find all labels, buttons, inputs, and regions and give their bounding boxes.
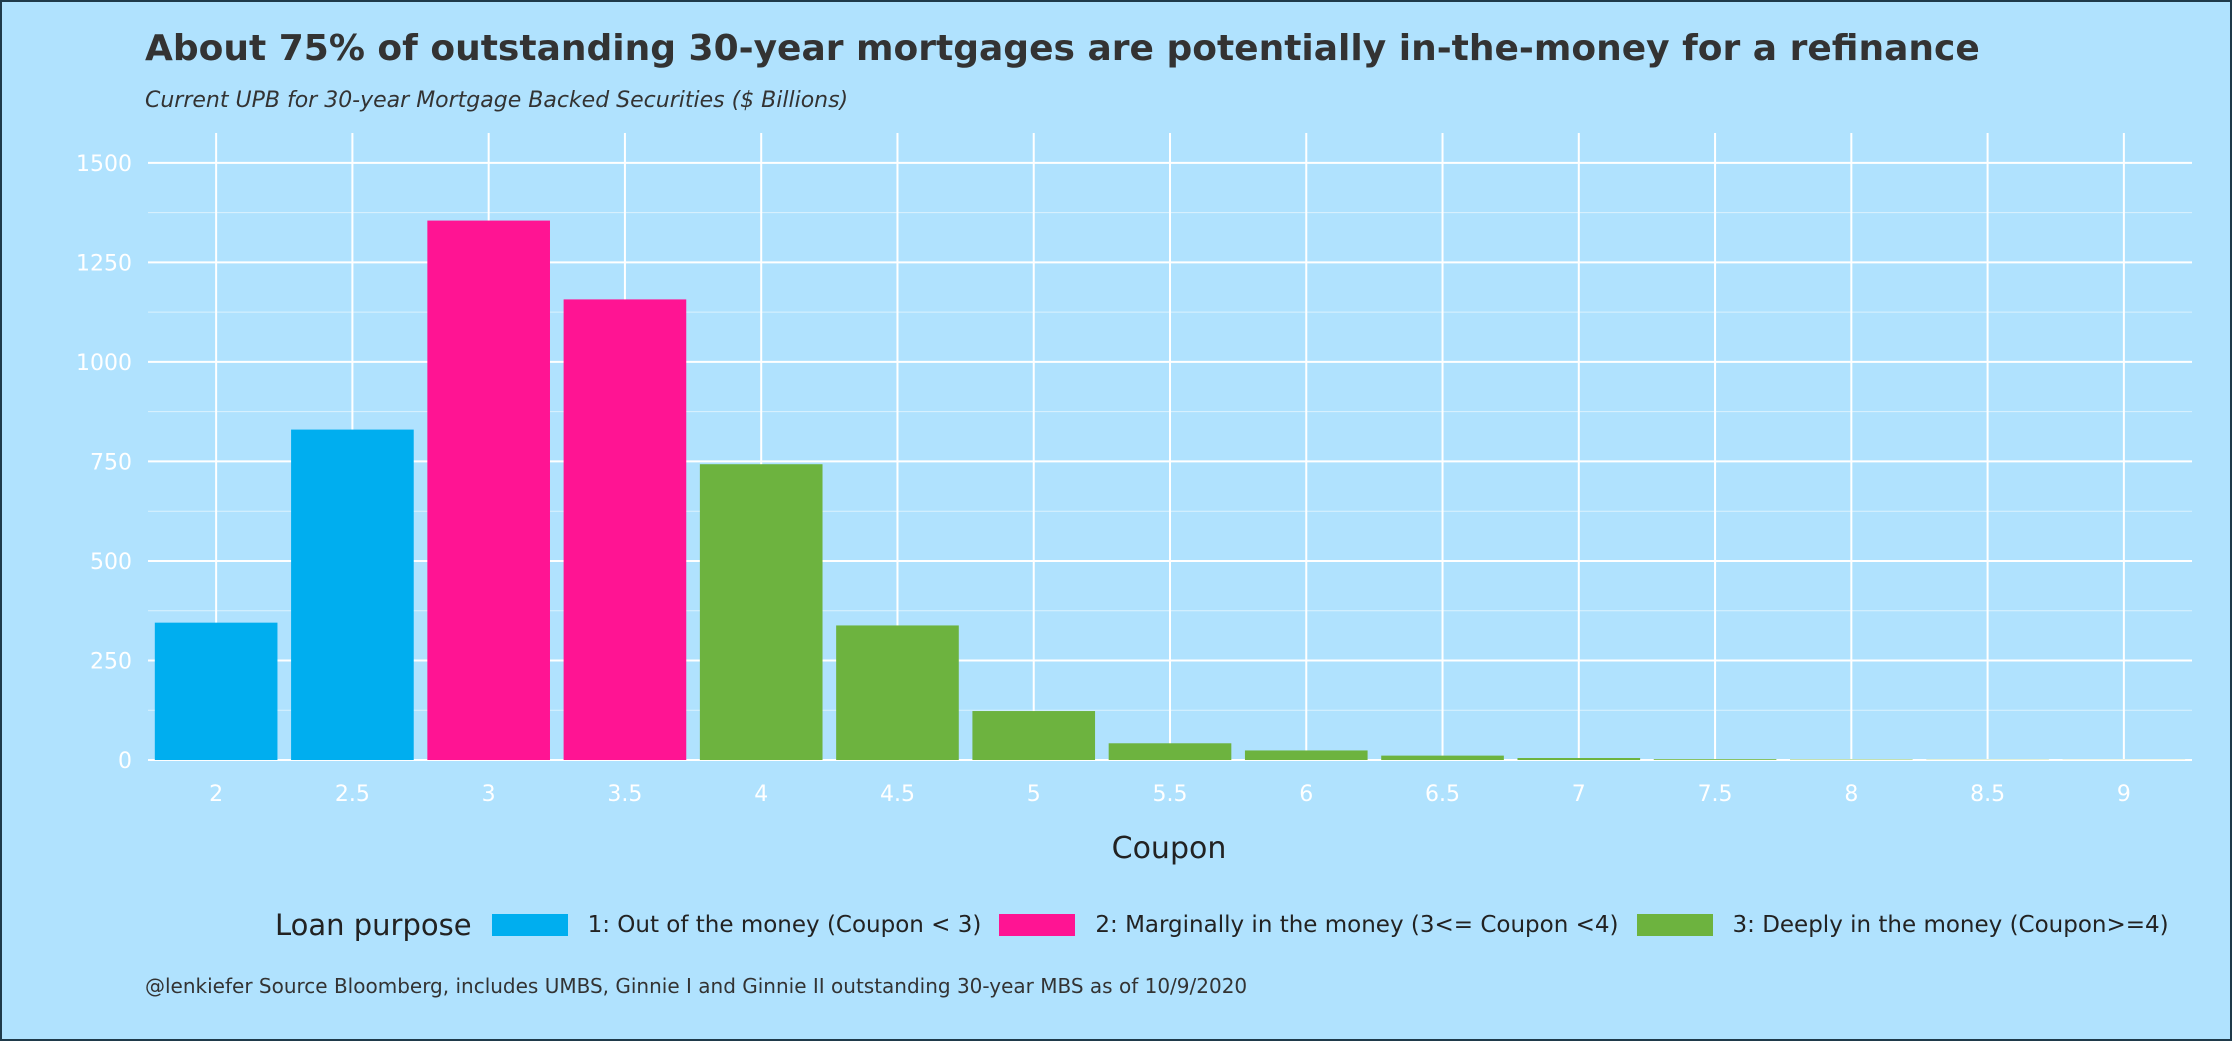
y-tick-label: 1250 [76, 251, 132, 276]
chart-subtitle: Current UPB for 30-year Mortgage Backed … [145, 88, 849, 113]
legend-items: 1: Out of the money (Coupon < 3) 2: Margi… [491, 912, 2187, 938]
y-tick-label: 500 [90, 550, 132, 575]
y-tick-label: 1000 [76, 351, 132, 376]
legend-swatch [491, 914, 568, 936]
y-tick-label: 250 [90, 649, 132, 674]
legend-item: 2: Marginally in the money (3<= Coupon <… [999, 912, 1619, 938]
x-tick-label: 8 [1844, 782, 1858, 807]
y-tick-label: 0 [118, 749, 132, 774]
x-tick-label: 3 [482, 782, 496, 807]
legend-label: 2: Marginally in the money (3<= Coupon <… [1095, 912, 1619, 938]
bar [1244, 750, 1368, 760]
y-axis-ticks: 0 250 500 750 1000 1250 1500 [76, 152, 132, 774]
bar [972, 711, 1096, 760]
chart-bars [154, 220, 2186, 761]
x-tick-label: 2 [209, 782, 223, 807]
x-tick-label: 7.5 [1698, 782, 1733, 807]
x-tick-label: 4.5 [880, 782, 915, 807]
bar [563, 299, 687, 760]
x-tick-label: 4 [754, 782, 768, 807]
legend-label: 1: Out of the money (Coupon < 3) [587, 912, 982, 938]
x-tick-label: 5 [1027, 782, 1041, 807]
legend-item: 3: Deeply in the money (Coupon>=4) [1636, 912, 2169, 938]
bar [699, 464, 823, 760]
x-tick-label: 7 [1572, 782, 1586, 807]
x-axis-ticks: 2 2.5 3 3.5 4 4.5 5 5.5 6 6.5 7 7.5 8 8.5 9 [209, 782, 2131, 807]
x-tick-label: 8.5 [1970, 782, 2005, 807]
bar [1517, 758, 1641, 760]
y-tick-label: 1500 [76, 152, 132, 177]
legend-swatch [999, 914, 1076, 936]
chart-title: About 75% of outstanding 30-year mortgag… [145, 28, 1980, 69]
x-tick-label: 2.5 [335, 782, 370, 807]
x-axis-label: Coupon [1112, 831, 1227, 866]
chart-legend: Loan purpose 1: Out of the money (Coupon… [275, 908, 2187, 942]
legend-title: Loan purpose [275, 908, 472, 942]
bar [154, 622, 278, 760]
bar [427, 220, 550, 761]
x-tick-label: 3.5 [607, 782, 642, 807]
legend-label: 3: Deeply in the money (Coupon>=4) [1732, 912, 2169, 938]
legend-item: 1: Out of the money (Coupon < 3) [491, 912, 982, 938]
x-tick-label: 6.5 [1425, 782, 1460, 807]
x-tick-label: 9 [2117, 782, 2131, 807]
bar [291, 429, 414, 760]
bar [1653, 759, 1777, 760]
legend-swatch [1636, 914, 1713, 936]
bar [1108, 743, 1232, 760]
y-tick-label: 750 [90, 450, 132, 475]
bar [1381, 755, 1504, 760]
bar-chart: 0 250 500 750 1000 1250 1500 2 2.5 3 3.5 4 4.5 5 5.5 6… [76, 133, 2192, 866]
x-tick-label: 5.5 [1153, 782, 1188, 807]
bar [836, 625, 959, 760]
x-tick-label: 6 [1299, 782, 1313, 807]
chart-caption: @lenkiefer Source Bloomberg, includes UM… [145, 974, 1248, 998]
